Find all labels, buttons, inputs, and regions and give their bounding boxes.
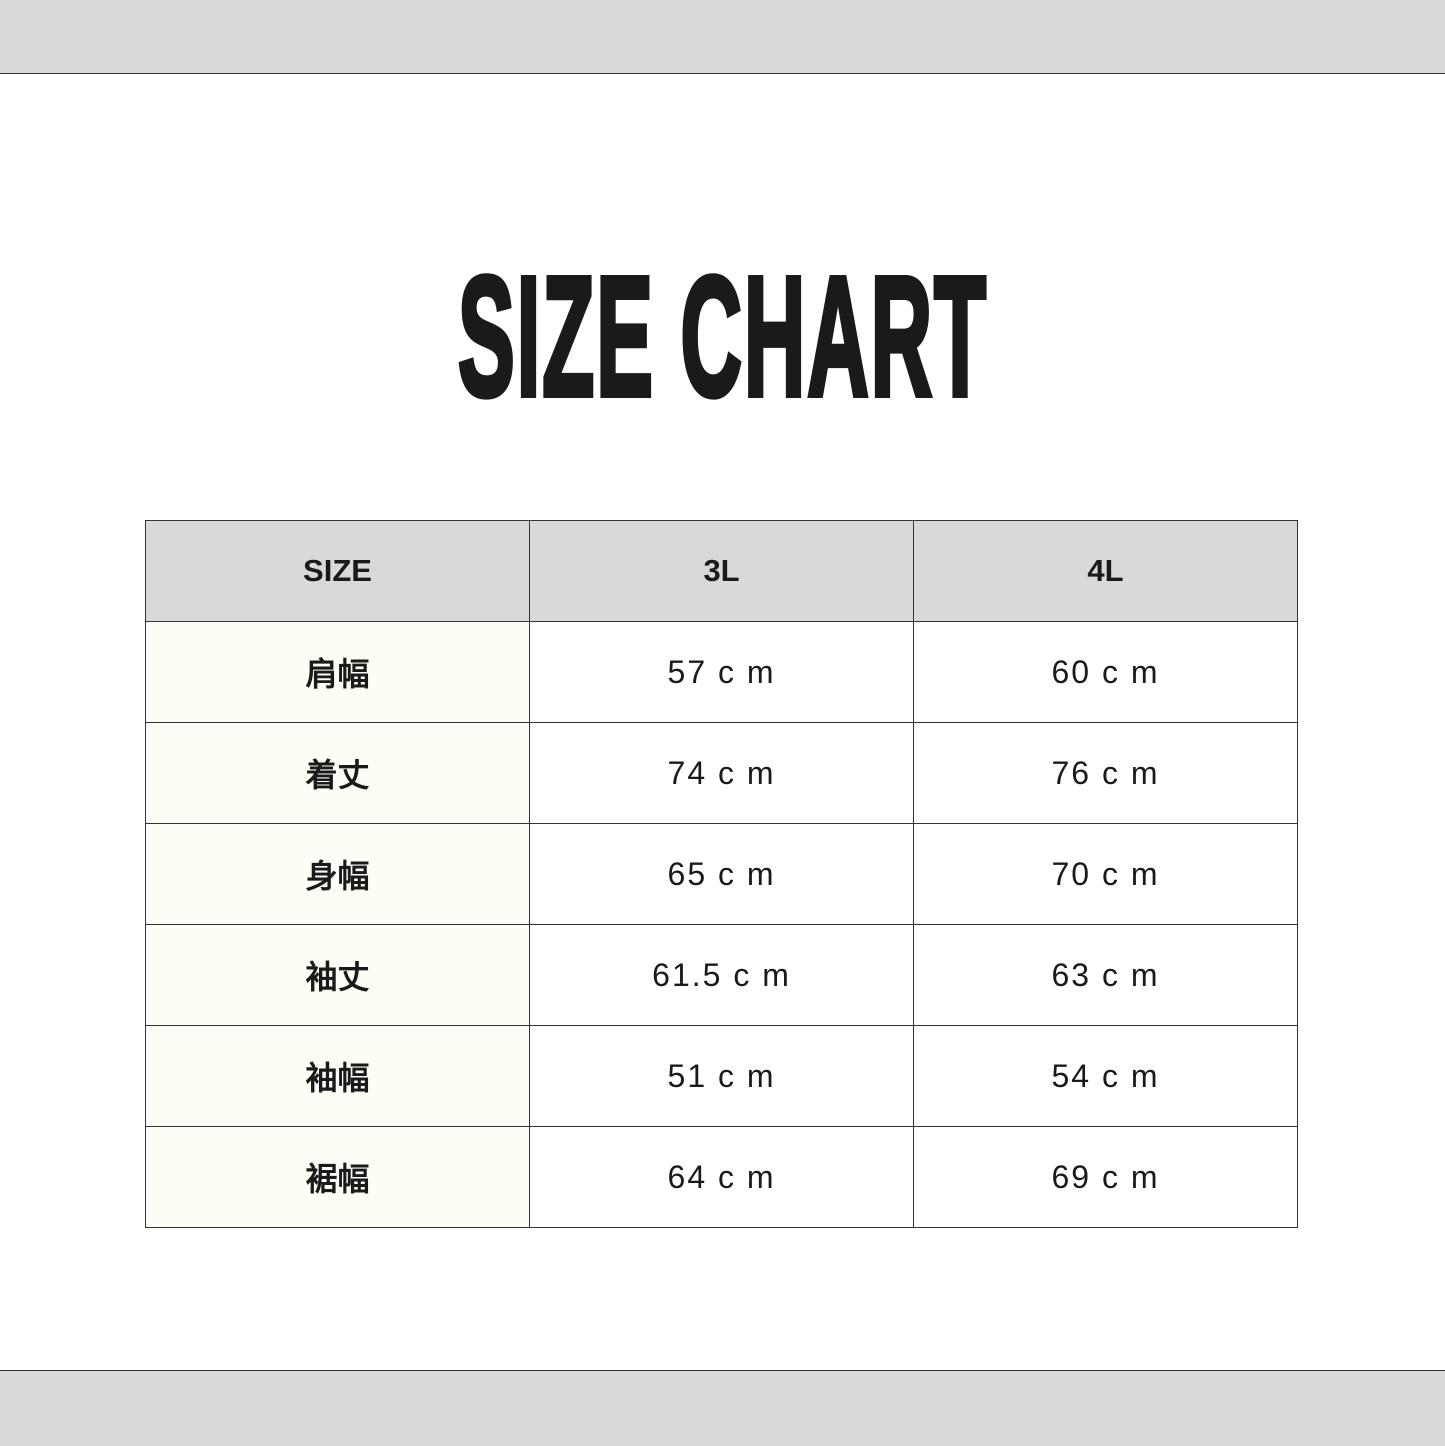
- bottom-band: [0, 1370, 1445, 1446]
- table-row: 着丈 74 c m 76 c m: [144, 722, 1298, 824]
- cell-value: 60 c m: [913, 621, 1298, 723]
- table-row: 身幅 65 c m 70 c m: [144, 823, 1298, 925]
- cell-value: 61.5 c m: [529, 924, 915, 1026]
- table-row: 肩幅 57 c m 60 c m: [144, 621, 1298, 723]
- table-row: 袖幅 51 c m 54 c m: [144, 1025, 1298, 1127]
- row-label: 着丈: [144, 722, 531, 824]
- row-label: 裾幅: [144, 1126, 531, 1228]
- cell-value: 65 c m: [529, 823, 915, 925]
- row-label: 肩幅: [144, 621, 531, 723]
- header-size: SIZE: [144, 520, 531, 622]
- cell-value: 69 c m: [913, 1126, 1298, 1228]
- cell-value: 63 c m: [913, 924, 1298, 1026]
- header-3l: 3L: [529, 520, 915, 622]
- cell-value: 54 c m: [913, 1025, 1298, 1127]
- cell-value: 70 c m: [913, 823, 1298, 925]
- row-label: 身幅: [144, 823, 531, 925]
- row-label: 袖幅: [144, 1025, 531, 1127]
- cell-value: 74 c m: [529, 722, 915, 824]
- top-band: [0, 0, 1445, 74]
- table-row: 裾幅 64 c m 69 c m: [144, 1126, 1298, 1228]
- cell-value: 57 c m: [529, 621, 915, 723]
- row-label: 袖丈: [144, 924, 531, 1026]
- table-row: 袖丈 61.5 c m 63 c m: [144, 924, 1298, 1026]
- page-title: SIZE CHART: [0, 242, 1445, 432]
- cell-value: 51 c m: [529, 1025, 915, 1127]
- header-4l: 4L: [913, 520, 1298, 622]
- title-text: SIZE CHART: [456, 242, 988, 432]
- table-header-row: SIZE 3L 4L: [144, 520, 1298, 622]
- cell-value: 76 c m: [913, 722, 1298, 824]
- cell-value: 64 c m: [529, 1126, 915, 1228]
